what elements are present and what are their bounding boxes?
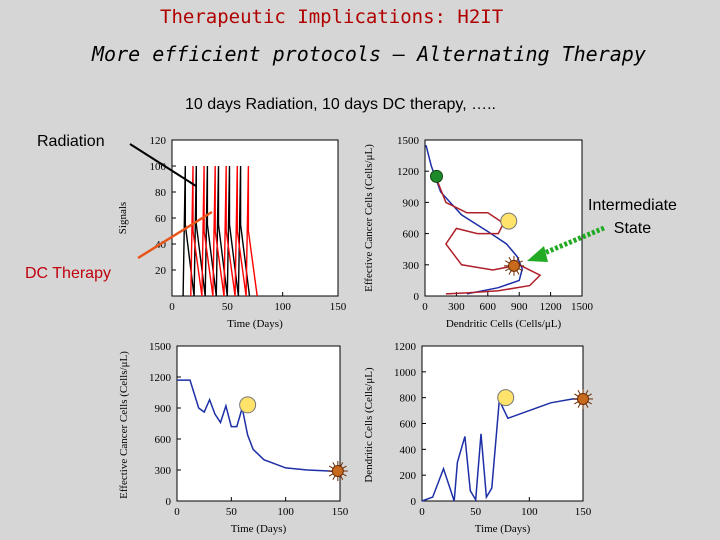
y-axis-label: Effective Cancer Cells (Cells/μL) [118, 351, 130, 499]
series-line [421, 397, 583, 503]
radiation-arrow [129, 143, 197, 187]
state-marker-brown [573, 388, 593, 409]
y-tick-label: 1200 [397, 166, 420, 178]
x-tick-label: 0 [422, 301, 428, 313]
x-tick-label: 50 [222, 301, 234, 313]
y-tick-label: 800 [400, 393, 417, 405]
y-tick-label: 20 [155, 265, 167, 277]
series-line [434, 176, 542, 295]
marker-core [507, 259, 520, 272]
radiation-label: Radiation [37, 133, 105, 150]
y-tick-label: 900 [155, 403, 172, 415]
y-tick-label: 60 [155, 213, 167, 225]
y-tick-label: 80 [155, 187, 167, 199]
y-tick-label: 0 [166, 496, 172, 508]
dc-therapy-arrow [137, 210, 213, 260]
y-tick-label: 400 [400, 444, 417, 456]
marker-core [331, 465, 344, 478]
y-axis-label: Dendritic Cells (Cells/μL) [363, 367, 375, 483]
page-subtitle: More efficient protocols – Alternating T… [92, 42, 646, 66]
chart-phase: 0 300 600 900 1200 1500 0 300 600 900 1200 1500 Dend… [363, 135, 594, 330]
y-tick-label: 120 [150, 135, 167, 147]
annotation-arrows [129, 143, 605, 262]
state-marker-yellow [497, 389, 515, 407]
protocol-description: 10 days Radiation, 10 days DC therapy, …… [185, 96, 496, 113]
state-marker-yellow [500, 212, 518, 230]
intermediate-arrow-shaft [541, 225, 605, 257]
x-tick-label: 0 [169, 301, 175, 313]
y-tick-label: 1500 [149, 341, 172, 353]
marker-core [577, 392, 589, 405]
x-tick-label: 100 [277, 506, 294, 518]
x-tick-label: 150 [332, 506, 349, 518]
x-axis-label: Dendritic Cells (Cells/μL) [446, 318, 562, 330]
state-marker-yellow [239, 396, 257, 414]
intermediate-label-line1: Intermediate [588, 197, 677, 214]
y-tick-label: 1200 [149, 372, 172, 384]
plot-frame [421, 345, 584, 502]
series-line [182, 165, 251, 297]
x-tick-label: 1200 [540, 301, 563, 313]
x-tick-label: 50 [470, 506, 482, 518]
y-tick-label: 0 [414, 291, 420, 303]
y-tick-label: 300 [403, 260, 420, 272]
x-tick-label: 150 [330, 301, 347, 313]
series-line [190, 165, 258, 297]
x-tick-label: 600 [480, 301, 497, 313]
y-tick-label: 1500 [397, 135, 420, 147]
plot-frame [176, 345, 341, 502]
x-axis-label: Time (Days) [227, 318, 283, 330]
chart-signals: 05010015020406080100120Time (Days)Signal… [117, 135, 347, 330]
y-tick-label: 1200 [394, 341, 417, 353]
x-tick-label: 0 [174, 506, 180, 518]
plot-frame [171, 139, 339, 297]
series-line [425, 145, 524, 295]
series-line [177, 379, 341, 473]
y-axis-label: Signals [117, 202, 129, 234]
x-tick-label: 0 [419, 506, 425, 518]
y-tick-label: 600 [155, 434, 172, 446]
x-tick-label: 100 [274, 301, 291, 313]
y-tick-label: 300 [155, 465, 172, 477]
x-tick-label: 300 [448, 301, 465, 313]
x-axis-label: Time (Days) [475, 523, 531, 535]
state-marker-brown [327, 461, 348, 482]
y-tick-label: 600 [400, 419, 417, 431]
y-tick-label: 0 [411, 496, 417, 508]
x-tick-label: 50 [226, 506, 238, 518]
x-tick-label: 150 [575, 506, 592, 518]
x-axis-label: Time (Days) [231, 523, 287, 535]
x-tick-label: 1500 [571, 301, 594, 313]
y-tick-label: 1000 [394, 367, 417, 379]
x-tick-label: 100 [521, 506, 538, 518]
y-axis-label: Effective Cancer Cells (Cells/μL) [363, 144, 375, 292]
x-tick-label: 900 [511, 301, 528, 313]
y-tick-label: 900 [403, 197, 420, 209]
y-tick-label: 200 [400, 470, 417, 482]
intermediate-state-label: Intermediate State [588, 194, 677, 240]
intermediate-label-line2: State [613, 220, 652, 237]
state-marker-brown [503, 255, 524, 276]
y-tick-label: 600 [403, 229, 420, 241]
intermediate-arrow-head [527, 246, 548, 262]
dc-therapy-label: DC Therapy [25, 265, 111, 282]
page-title: Therapeutic Implications: H2IT [160, 6, 504, 28]
chart-dendritic-time: 0 50 100 150 0 200 400 600 800 1000 1200 Time (Days… [363, 341, 593, 535]
state-marker-green [430, 169, 444, 183]
